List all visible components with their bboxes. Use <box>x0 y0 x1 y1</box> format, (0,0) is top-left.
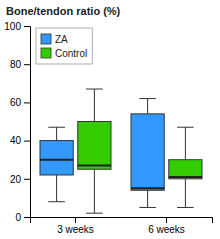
y-tick-label: 20 <box>10 174 22 185</box>
y-tick-mark <box>24 26 30 27</box>
y-tick: 100 <box>4 21 30 32</box>
legend-label: Control <box>55 48 87 59</box>
x-tick: 3 weeks <box>57 217 94 235</box>
y-tick-label: 40 <box>10 135 22 146</box>
title: Bone/tendon ratio (%) <box>6 5 121 17</box>
y-tick-label: 100 <box>4 21 21 32</box>
cap-high <box>139 98 156 99</box>
y-tick: 60 <box>10 97 30 108</box>
x-tick-label: 3 weeks <box>57 224 94 235</box>
cap-high <box>86 89 103 90</box>
median <box>169 176 202 178</box>
median <box>78 164 111 166</box>
legend-swatch <box>41 48 51 58</box>
cap-high <box>48 127 65 128</box>
legend-swatch <box>41 34 51 44</box>
y-tick-mark <box>24 102 30 103</box>
box <box>78 122 111 170</box>
cap-high <box>177 127 194 128</box>
whisker-high <box>147 99 148 114</box>
series <box>78 89 202 213</box>
whisker-low <box>147 190 148 207</box>
y-axis-line <box>24 27 31 218</box>
cap-low <box>48 201 65 202</box>
marks <box>40 89 202 213</box>
x-axis-line <box>31 218 213 224</box>
plot: 0 20 40 60 80 100 3 weeks 6 weeks ZA Control <box>4 21 212 235</box>
box <box>40 141 73 175</box>
y-tick-label: 0 <box>15 212 21 223</box>
y-tick: 80 <box>10 59 30 70</box>
y-tick-mark <box>24 217 30 218</box>
median <box>131 187 164 189</box>
median <box>40 159 73 161</box>
cap-low <box>177 207 194 208</box>
cap-low <box>86 213 103 214</box>
whisker-high <box>56 127 57 140</box>
whisker-high <box>94 89 95 121</box>
x-axis: 3 weeks 6 weeks <box>31 217 213 235</box>
box <box>131 114 164 190</box>
y-tick-mark <box>24 141 30 142</box>
y-tick: 40 <box>10 135 30 146</box>
legend-item: ZA <box>41 34 68 45</box>
legend-label: ZA <box>55 34 68 45</box>
y-tick-label: 80 <box>10 59 22 70</box>
y-tick-mark <box>24 179 30 180</box>
x-tick-mark <box>166 217 167 223</box>
whisker-high <box>185 127 186 159</box>
legend: ZA Control <box>36 28 92 64</box>
x-tick: 6 weeks <box>148 217 185 235</box>
y-tick-mark <box>24 64 30 65</box>
y-axis: 0 20 40 60 80 100 <box>4 21 30 223</box>
whisker-low <box>185 179 186 208</box>
series <box>40 99 164 208</box>
whisker-low <box>94 169 95 213</box>
y-tick: 0 <box>15 212 30 223</box>
y-tick-label: 60 <box>10 97 22 108</box>
legend-item: Control <box>41 48 87 59</box>
legend-frame <box>36 28 92 64</box>
x-tick-label: 6 weeks <box>148 224 185 235</box>
whisker-low <box>56 175 57 202</box>
y-tick: 20 <box>10 174 30 185</box>
box <box>169 160 202 179</box>
chart: Bone/tendon ratio (%) 0 20 40 60 80 100 3 weeks… <box>0 0 220 239</box>
cap-low <box>139 207 156 208</box>
x-tick-mark <box>75 217 76 223</box>
